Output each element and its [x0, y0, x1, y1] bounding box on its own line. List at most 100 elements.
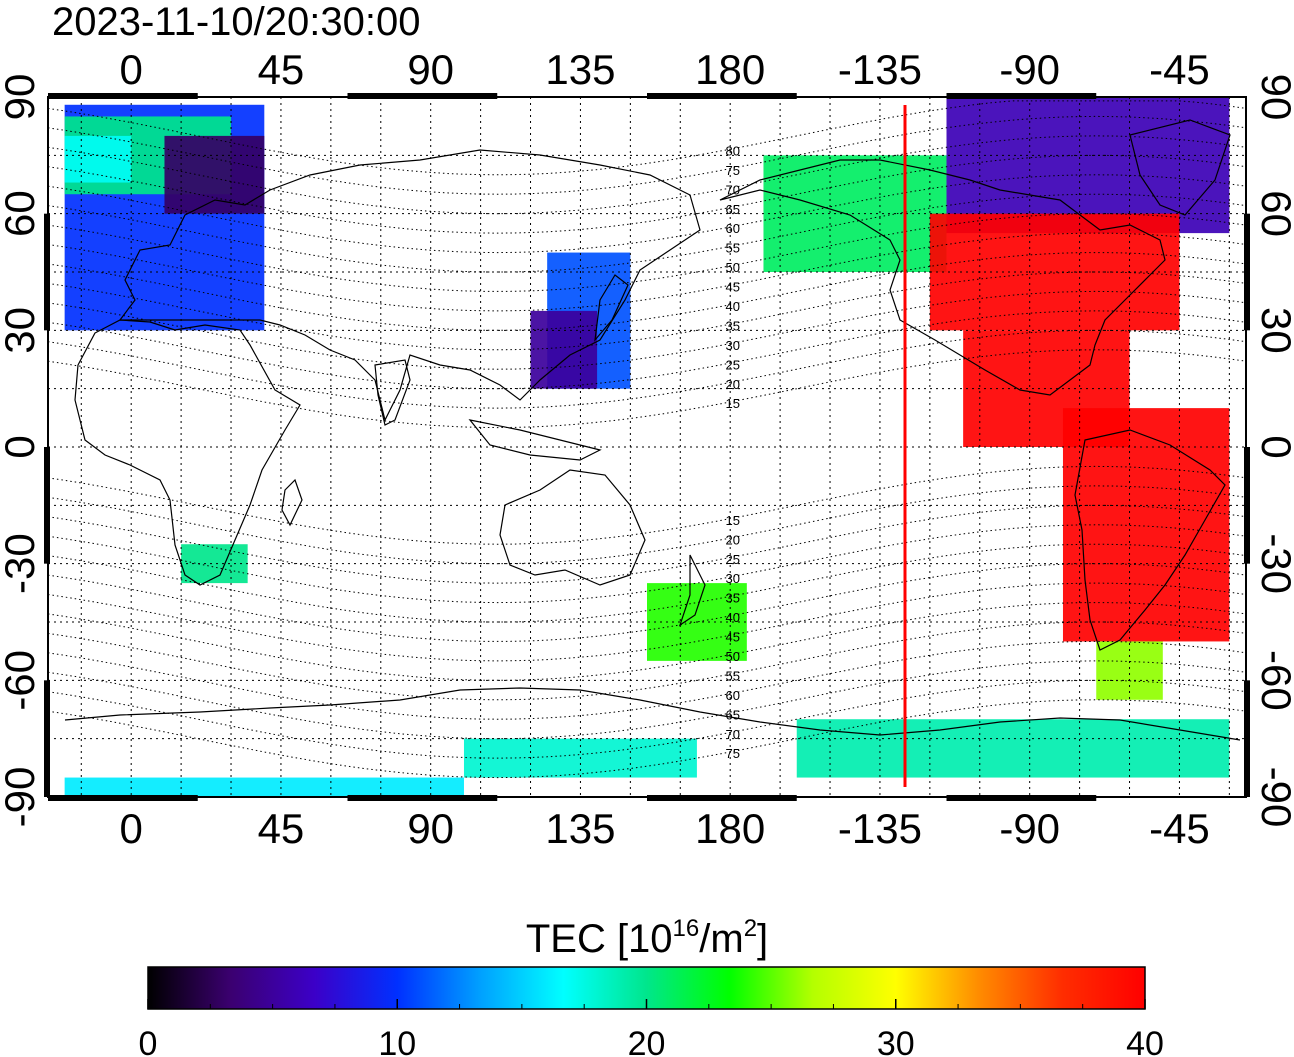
mag-contour-6	[47, 213, 1247, 292]
mag-contour-label: 45	[726, 280, 740, 295]
axis-labels: 0045459090135135180180-135-135-90-90-45-…	[0, 46, 1294, 852]
mag-contour-label: 65	[726, 707, 740, 722]
mag-contour-label: 20	[726, 377, 740, 392]
frame-stripe-right	[1244, 680, 1250, 797]
coastline-africa	[74, 319, 301, 586]
colorbar-title-close: ]	[757, 917, 769, 961]
coastline-north-america	[719, 159, 1166, 396]
colorbar-tick-label: 10	[378, 1025, 416, 1057]
frame-stripe-top	[946, 93, 1097, 99]
mag-contour-10	[47, 290, 1247, 370]
colorbar-title: TEC [1016/m2]	[0, 905, 1294, 963]
coastline-greenland	[1129, 119, 1231, 216]
colorbar-title-text: TEC [10	[525, 917, 673, 961]
mag-contour-2	[47, 135, 1247, 215]
lat-tick-label-right: -60	[1253, 650, 1294, 711]
mag-contour-label: 40	[726, 299, 740, 314]
coastline-japan	[594, 274, 629, 342]
tec-region-3	[64, 135, 132, 183]
mag-contour-17	[47, 524, 1247, 604]
map-timestamp-title: 2023-11-10/20:30:00	[52, 0, 421, 44]
colorbar-title-unit: /m	[699, 917, 744, 961]
lon-tick-label-top: 180	[695, 46, 765, 93]
lon-tick-label-top: 0	[120, 46, 143, 93]
tec-region-14	[796, 719, 1230, 778]
mag-contour-20	[47, 582, 1247, 662]
mag-contour-label: 75	[726, 746, 740, 761]
lat-tick-label-left: -90	[0, 767, 43, 828]
mag-contour-label: 15	[726, 513, 740, 528]
coastline-indonesia	[468, 419, 602, 461]
mag-contour-label: 35	[726, 318, 740, 333]
mag-contour-label: 30	[726, 571, 740, 586]
mag-contour-label: 55	[726, 668, 740, 683]
tec-region-8	[929, 213, 1180, 331]
mag-contour-7	[47, 232, 1247, 312]
frame-stripe-bottom	[946, 795, 1097, 801]
mag-contour-11	[47, 310, 1247, 390]
mag-contour-19	[47, 563, 1247, 642]
coastline-new-zealand	[678, 554, 706, 627]
frame-stripe-right	[1244, 447, 1250, 564]
mag-contour-4	[47, 174, 1247, 254]
mag-contour-label: 20	[726, 532, 740, 547]
frame-stripe-left	[44, 447, 50, 564]
lon-tick-label-top: 90	[407, 46, 454, 93]
coastline-madagascar	[281, 478, 303, 527]
coastlines	[64, 119, 1241, 741]
frame-stripe-top	[48, 93, 198, 99]
tec-data-layer	[64, 97, 1230, 797]
lon-tick-label-bottom: 90	[407, 805, 454, 852]
mag-contour-23	[47, 640, 1247, 720]
lat-tick-label-right: -30	[1253, 533, 1294, 594]
frame-stripe-left	[44, 680, 50, 797]
lon-tick-label-bottom: 0	[120, 805, 143, 852]
mag-contour-25	[47, 679, 1247, 759]
frame-stripe-left	[44, 213, 50, 331]
mag-contour-5	[47, 193, 1247, 273]
lon-tick-label-bottom: 135	[545, 805, 615, 852]
mag-contour-13	[47, 349, 1247, 429]
frame-stripe-bottom	[48, 795, 198, 801]
lat-tick-label-left: 0	[0, 435, 43, 458]
lat-tick-label-right: 90	[1253, 74, 1294, 121]
lon-tick-label-bottom: -90	[999, 805, 1060, 852]
lat-tick-label-left: 90	[0, 74, 43, 121]
lon-tick-label-bottom: 45	[258, 805, 305, 852]
mag-contour-0	[47, 100, 1247, 176]
mag-contour-14	[47, 465, 1247, 545]
lat-tick-label-left: 30	[0, 307, 43, 354]
lon-tick-label-bottom: -45	[1149, 805, 1210, 852]
mag-contour-label: 35	[726, 591, 740, 606]
mag-contour-label: 60	[726, 221, 740, 236]
colorbar-title-exponent: 16	[672, 915, 700, 942]
mag-contour-22	[47, 621, 1247, 701]
frame-stripe-top	[347, 93, 498, 99]
lat-tick-label-left: 60	[0, 190, 43, 237]
lon-tick-label-top: 45	[258, 46, 305, 93]
map-frame-stripes	[44, 93, 1250, 801]
lon-tick-label-top: -135	[838, 46, 922, 93]
mag-contour-label: 60	[726, 688, 740, 703]
tec-region-11	[1096, 641, 1163, 700]
colorbar-title-unit-exponent: 2	[743, 915, 758, 942]
mag-contour-1	[47, 115, 1247, 195]
frame-stripe-bottom	[647, 795, 797, 801]
mag-contour-15	[47, 485, 1247, 565]
colorbar: 0 10 20 30 40	[139, 966, 1164, 1057]
lon-tick-label-top: -45	[1149, 46, 1210, 93]
mag-contour-label: 30	[726, 338, 740, 353]
lat-tick-label-right: 30	[1253, 307, 1294, 354]
magnetic-latitude-contours: 80 75 70 65 60 55 50 45 40 35 30 25 20 15 15 20 25 30 35 40…	[47, 100, 1247, 779]
mag-contour-21	[47, 602, 1247, 681]
mag-contour-12	[47, 329, 1247, 409]
mag-contour-label: 50	[726, 649, 740, 664]
coastline-south-america	[1074, 429, 1226, 651]
mag-contour-3	[47, 154, 1247, 234]
lon-tick-label-top: 135	[545, 46, 615, 93]
mag-contour-label: 25	[726, 357, 740, 372]
lat-tick-label-left: -60	[0, 650, 43, 711]
mag-contour-label: 65	[726, 202, 740, 217]
mag-contour-8	[47, 252, 1247, 331]
